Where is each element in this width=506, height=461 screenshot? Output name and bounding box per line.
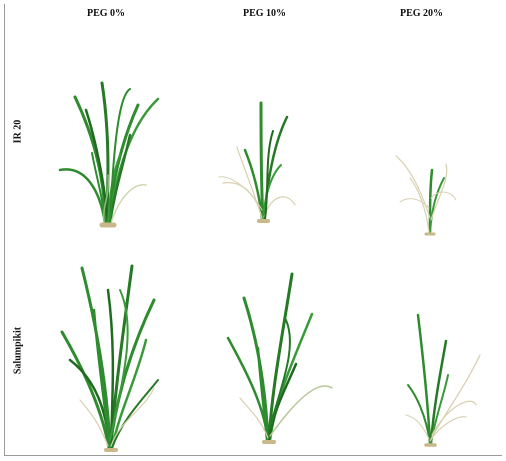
- photo-ir20-peg0: [58, 81, 160, 228]
- column-header-peg-10: PEG 10%: [243, 8, 287, 19]
- photo-salumpikit-peg10: [226, 272, 333, 444]
- photo-ir20-peg20: [395, 155, 457, 236]
- left-border: [4, 4, 5, 456]
- photo-salumpikit-peg20: [405, 313, 481, 447]
- column-header-peg-0: PEG 0%: [87, 8, 126, 19]
- row-label-salumpikit: Salumpikit: [12, 326, 24, 375]
- photo-ir20-peg10: [218, 101, 296, 223]
- photo-salumpikit-peg0: [60, 264, 159, 452]
- row-label-ir20: IR 20: [12, 119, 24, 144]
- bottom-border: [4, 455, 502, 456]
- column-header-peg-20: PEG 20%: [400, 8, 444, 19]
